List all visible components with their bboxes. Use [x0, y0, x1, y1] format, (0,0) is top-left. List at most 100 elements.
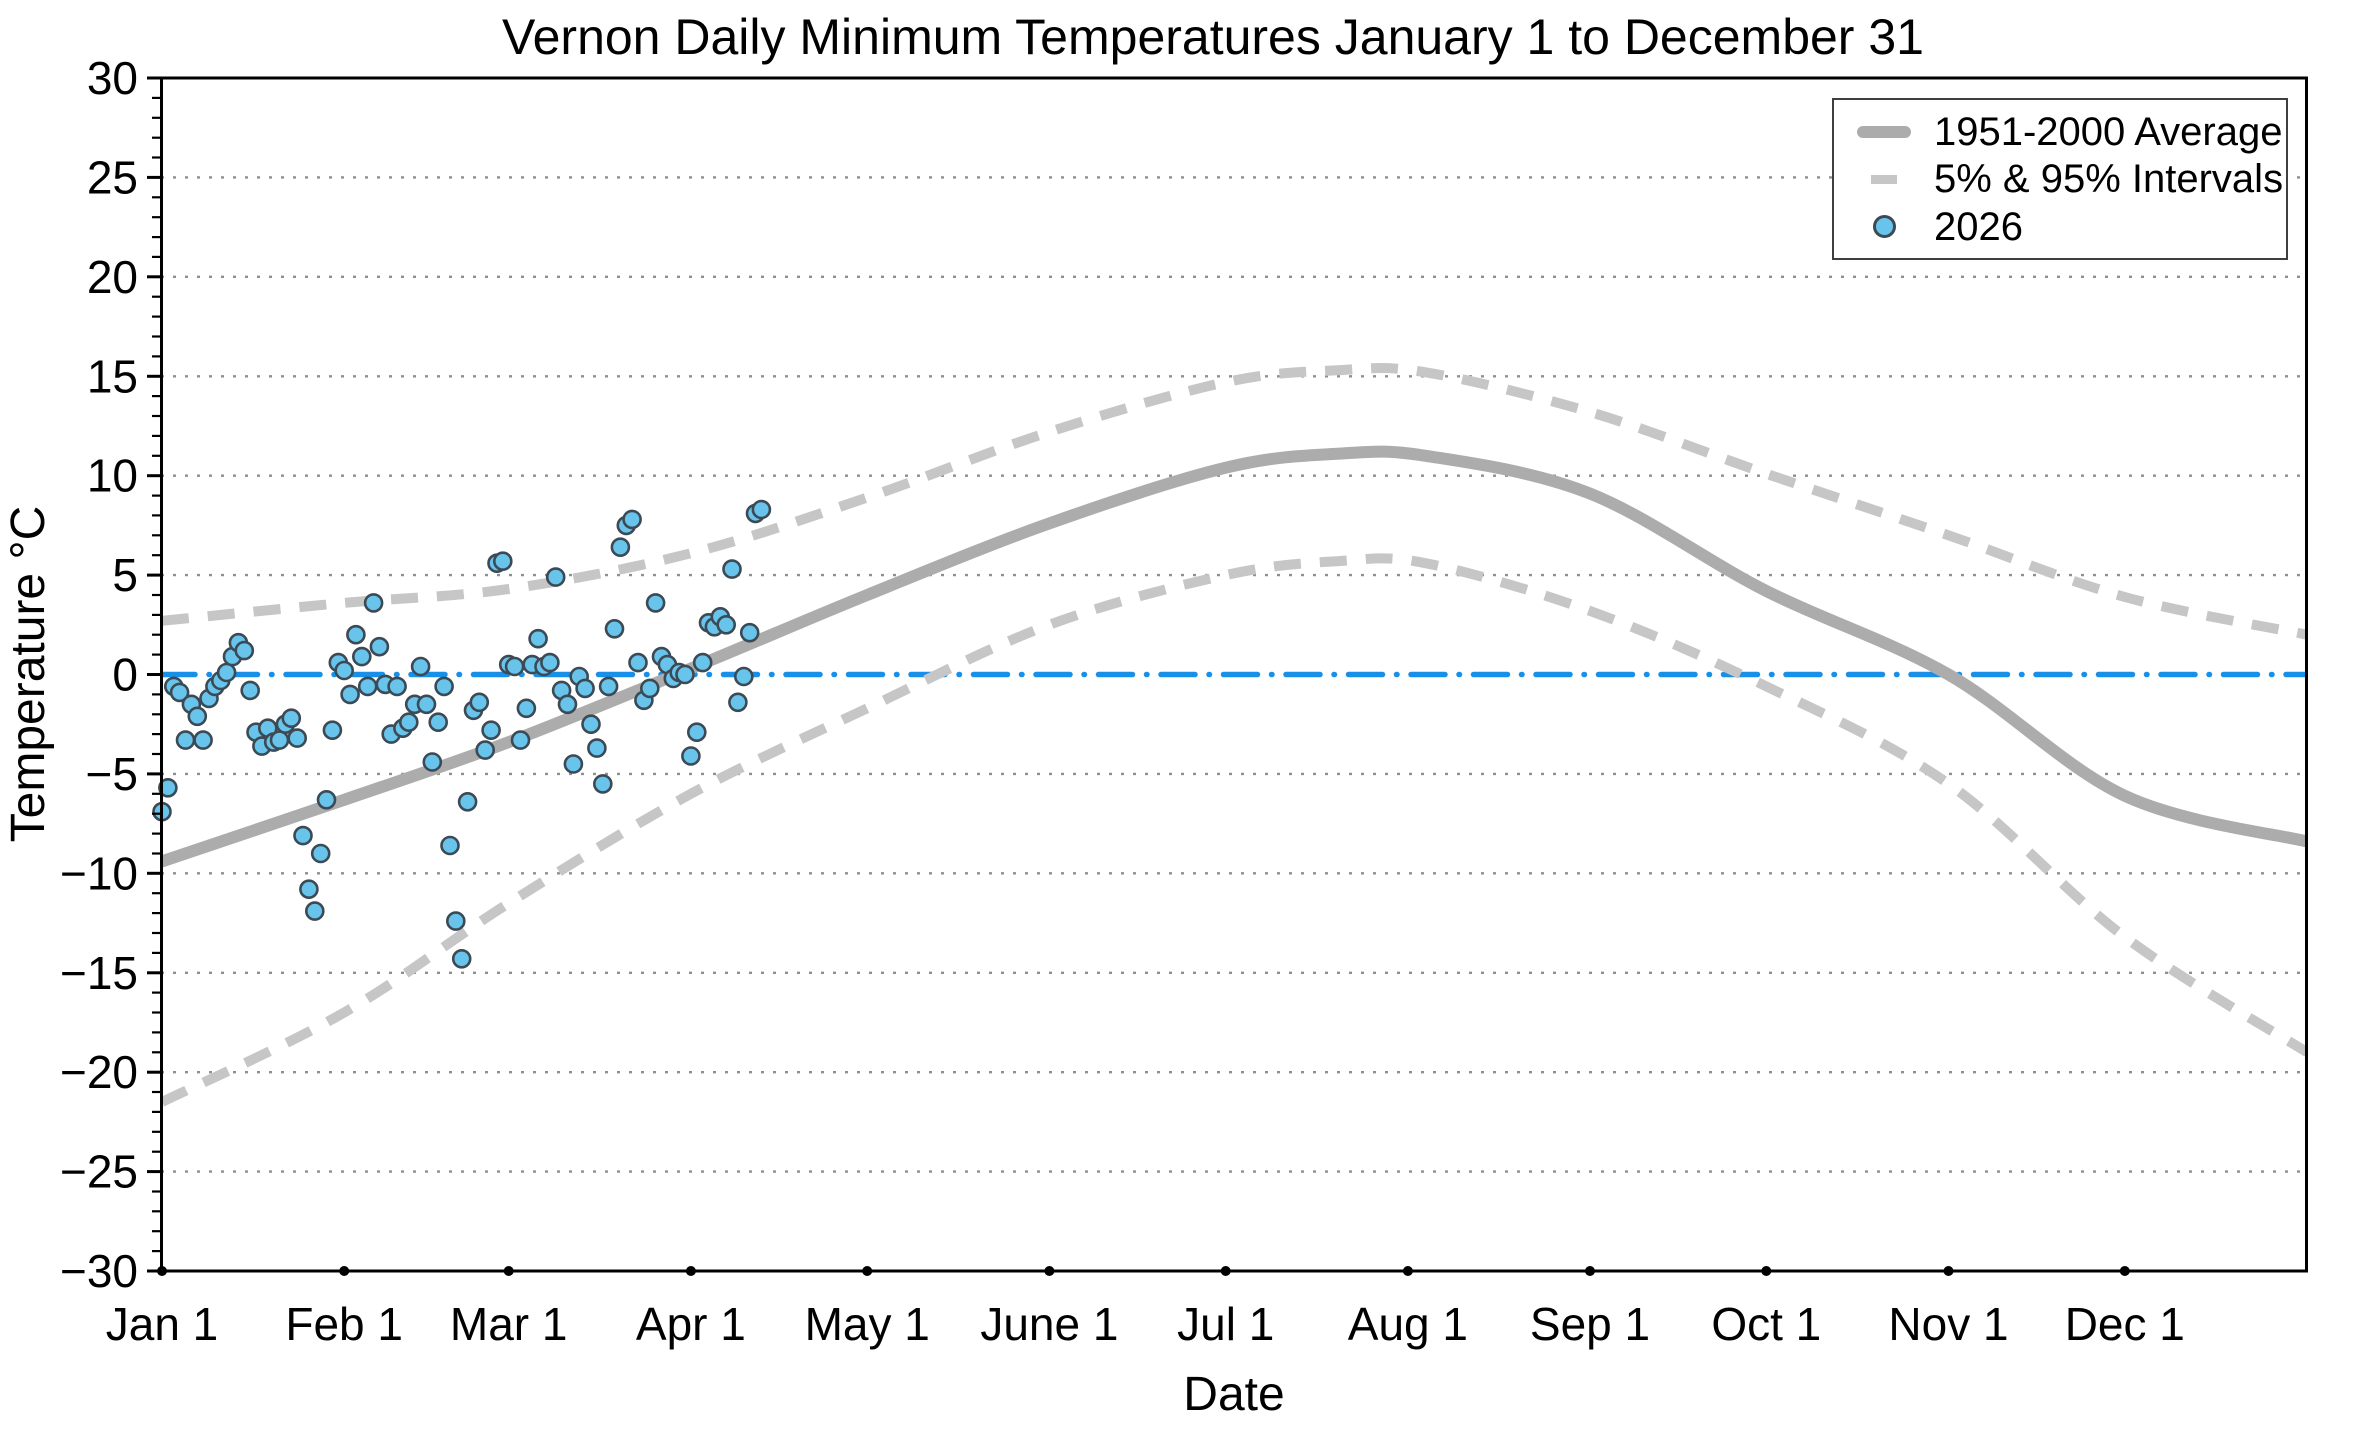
y-tick-label: 25	[87, 151, 138, 203]
scatter-point	[410, 656, 431, 677]
month-tick-dot	[685, 1266, 696, 1276]
axis-ticks	[147, 76, 2130, 1276]
scatter-point	[510, 730, 531, 750]
scatter-point	[563, 754, 584, 774]
scatter-point	[587, 738, 607, 758]
scatter-group	[152, 499, 772, 969]
y-tick-label: 30	[87, 52, 138, 104]
scatter-point	[528, 628, 548, 649]
month-tick-dot	[1761, 1266, 1772, 1276]
y-tick-label: −20	[60, 1046, 138, 1098]
scatter-point	[681, 746, 701, 766]
scatter-point	[398, 712, 419, 733]
scatter-point	[622, 509, 642, 530]
scatter-point	[540, 652, 560, 673]
scatter-point	[234, 640, 255, 661]
scatter-point	[187, 706, 208, 727]
scatter-point	[369, 636, 390, 657]
lower-5-percent-curve	[161, 553, 2307, 1107]
scatter-point	[340, 684, 360, 705]
scatter-point	[722, 559, 742, 579]
scatter-point	[346, 624, 366, 645]
x-tick-label: Feb 1	[285, 1298, 403, 1350]
month-tick-dot	[2119, 1266, 2130, 1276]
plot-border	[160, 76, 2308, 1273]
scatter-point	[440, 835, 460, 856]
scatter-point	[504, 656, 525, 677]
scatter-point	[469, 692, 490, 713]
month-tick-dot	[1044, 1266, 1055, 1276]
x-tick-label: Sep 1	[1530, 1298, 1650, 1350]
legend: 1951-2000 Average 5% & 95% Intervals 202…	[1832, 98, 2288, 260]
month-tick-dot	[862, 1266, 873, 1276]
scatter-point	[175, 730, 196, 750]
scatter-point	[575, 678, 595, 699]
y-tick-labels: 30 25 20 15 10 5 0 −5 −10 −15 −20 −25 −30	[60, 52, 138, 1297]
scatter-point	[516, 698, 537, 719]
scatter-point	[363, 593, 384, 613]
scatter-point	[316, 789, 337, 810]
scatter-point	[592, 774, 613, 794]
scatter-point	[751, 499, 772, 520]
x-tick-labels: Jan 1 Feb 1 Mar 1 Apr 1 May 1 June 1 Jul 1 Aug …	[106, 1298, 2185, 1350]
scatter-point	[692, 652, 713, 673]
scatter-point	[457, 791, 478, 812]
upper-95-percent-curve	[161, 363, 2307, 640]
legend-label-2026: 2026	[1934, 204, 2023, 249]
x-tick-label: Apr 1	[636, 1298, 746, 1350]
scatter-point	[604, 618, 625, 639]
scatter-point	[158, 777, 178, 798]
scatter-point	[628, 652, 648, 673]
legend-label-average: 1951-2000 Average	[1934, 109, 2283, 154]
y-tick-label: 10	[87, 450, 138, 502]
month-tick-dot	[1402, 1266, 1413, 1276]
y-tick-label: −30	[60, 1245, 138, 1297]
scatter-point	[193, 730, 213, 750]
scatter-point	[351, 646, 372, 667]
scatter-point	[645, 593, 666, 613]
month-tick-dot	[1943, 1266, 1954, 1276]
scatter-point	[310, 843, 331, 864]
scatter-point	[733, 666, 754, 687]
legend-item-intervals: 5% & 95% Intervals	[1834, 159, 2286, 199]
legend-item-average: 1951-2000 Average	[1834, 112, 2286, 152]
y-tick-label: −15	[60, 947, 138, 999]
y-tick-label: 20	[87, 251, 138, 303]
scatter-point	[216, 662, 237, 683]
scatter-point	[598, 676, 619, 697]
scatter-point	[281, 708, 302, 729]
x-tick-label: Jan 1	[106, 1298, 219, 1350]
scatter-point	[675, 664, 695, 685]
x-tick-label: May 1	[805, 1298, 930, 1350]
y-axis-label: Temperature °C	[2, 506, 55, 843]
scatter-point	[322, 720, 343, 741]
month-tick-dot	[503, 1266, 514, 1276]
scatter-point	[739, 622, 760, 643]
scatter-point	[416, 694, 437, 715]
x-tick-label: Jul 1	[1177, 1298, 1274, 1350]
scatter-point	[169, 682, 190, 703]
scatter-point	[686, 722, 707, 743]
month-tick-dot	[1585, 1266, 1595, 1276]
y-tick-label: 15	[87, 350, 138, 402]
scatter-point	[428, 712, 449, 733]
x-tick-label: Aug 1	[1348, 1298, 1468, 1350]
y-tick-label: −10	[60, 847, 138, 899]
x-tick-label: Oct 1	[1711, 1298, 1821, 1350]
average-line-swatch	[1857, 125, 1911, 138]
scatter-point	[387, 676, 407, 697]
scatter-point	[492, 551, 513, 572]
scatter-point	[610, 537, 631, 558]
scatter-point	[475, 740, 496, 760]
scatter-point	[293, 825, 313, 846]
chart-title: Vernon Daily Minimum Temperatures Januar…	[502, 9, 1924, 65]
scatter-point	[240, 680, 260, 701]
x-tick-label: Dec 1	[2065, 1298, 2185, 1350]
scatter-point	[334, 660, 355, 681]
month-tick-dot	[339, 1266, 350, 1276]
scatter-point	[422, 752, 443, 772]
scatter-point	[434, 676, 454, 697]
scatter-point	[445, 911, 466, 931]
